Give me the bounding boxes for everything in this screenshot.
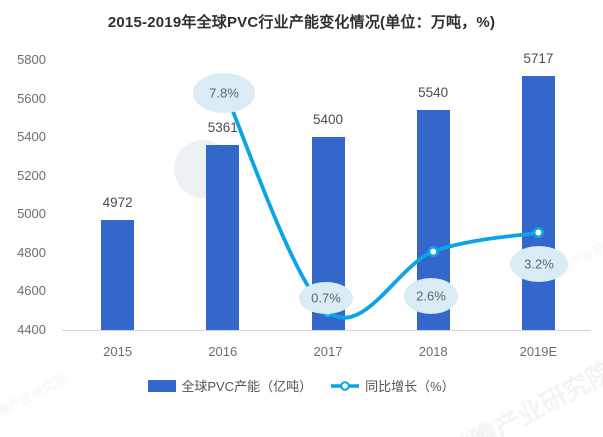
bar-2015: [101, 219, 135, 330]
bar-2018: [416, 110, 450, 330]
y-axis-tick-label: 4800: [17, 244, 46, 260]
line-series-swatch-icon: [331, 380, 360, 391]
bar-value-label: 5361: [207, 119, 238, 135]
bar-2019E: [521, 76, 555, 330]
x-axis-line: [62, 330, 591, 331]
legend-item-capacity[interactable]: 全球PVC产能（亿吨）: [148, 376, 312, 395]
bar-value-label: 5540: [418, 85, 449, 101]
legend-item-growth[interactable]: 同比增长（%）: [330, 376, 455, 395]
bar-series-swatch-icon: [148, 379, 177, 392]
x-axis-tick-label: 2018: [418, 344, 448, 359]
legend: 全球PVC产能（亿吨） 同比增长（%）: [0, 376, 603, 395]
x-axis-tick-label: 2017: [313, 344, 343, 359]
bar-2017: [311, 137, 345, 330]
x-axis-tick-label: 2016: [208, 344, 238, 359]
bar-2016: [206, 144, 240, 330]
growth-point-marker: [217, 81, 229, 93]
y-axis-tick-label: 5800: [17, 52, 46, 67]
growth-label-bubble: [193, 73, 255, 113]
growth-line: [220, 84, 541, 320]
y-axis-tick-label: 5400: [17, 129, 46, 145]
legend-label-growth: 同比增长（%）: [365, 379, 455, 394]
legend-label-capacity: 全球PVC产能（亿吨）: [181, 379, 313, 394]
y-axis-tick-label: 5600: [17, 90, 46, 106]
y-axis-tick-label: 4600: [17, 283, 46, 299]
x-axis-tick-label: 2015: [103, 344, 133, 359]
y-axis-tick-label: 5000: [17, 206, 46, 222]
chart-title: 2015-2019年全球PVC行业产能变化情况(单位：万吨，%): [107, 14, 496, 31]
y-axis-tick-label: 4400: [17, 322, 46, 337]
x-axis-tick-label: 2019E: [519, 344, 558, 359]
y-axis-tick-label: 5200: [17, 167, 46, 183]
bar-value-label: 5717: [523, 51, 554, 66]
bar-value-label: 4972: [102, 194, 133, 210]
growth-label-text: 7.8%: [209, 86, 239, 101]
bar-value-label: 5400: [312, 112, 344, 128]
